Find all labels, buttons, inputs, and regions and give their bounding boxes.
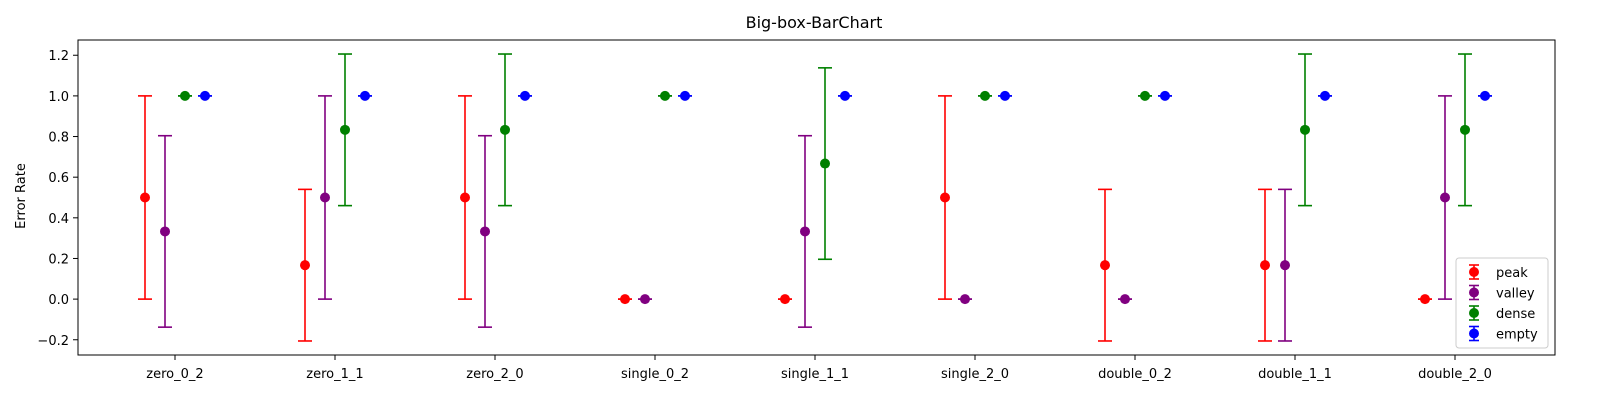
legend-marker [1469,328,1479,339]
data-point [460,192,470,203]
data-point [500,124,510,135]
x-tick-label: single_1_1 [781,367,849,382]
x-tick-label: zero_2_0 [466,367,523,382]
chart-title: Big-box-BarChart [746,13,883,32]
legend-label-dense: dense [1496,307,1535,322]
data-point [620,294,630,305]
legend: peak valley dense empty [1455,257,1549,349]
data-point [800,226,810,237]
data-point [1160,90,1170,101]
x-tick-label: single_0_2 [621,367,689,382]
legend-marker [1469,287,1479,298]
data-point [1140,90,1150,101]
x-tick-label: double_0_2 [1098,367,1172,382]
x-tick-label: zero_0_2 [146,367,203,382]
plot-area: −0.2 0.0 0.2 0.4 0.6 0.8 1.0 1.2 zero_0_2 zero_1_… [37,39,1556,382]
legend-label-valley: valley [1496,287,1535,302]
data-point [640,294,650,305]
data-point [980,90,990,101]
data-point [180,90,190,101]
legend-label-empty: empty [1496,328,1538,343]
y-tick-label: 1.2 [48,49,69,64]
data-point [1460,124,1470,135]
legend-box [1455,257,1549,349]
data-point [1100,260,1110,271]
data-point [140,192,150,203]
data-point [360,90,370,101]
data-point [660,90,670,101]
data-point [480,226,490,237]
plot-frame [77,39,1556,356]
y-tick-label: −0.2 [37,334,69,349]
x-tick-label: double_1_1 [1258,367,1332,382]
y-tick-label: 0.6 [48,171,69,186]
data-point [340,124,350,135]
y-tick-label: 0.4 [48,212,69,227]
y-tick-label: 0.8 [48,131,69,146]
series-valley [158,95,1452,342]
data-point [1420,294,1430,305]
data-point [1300,124,1310,135]
data-point [840,90,850,101]
data-point [820,158,830,169]
data-point [200,90,210,101]
legend-marker [1469,267,1479,277]
series-dense [178,53,1472,261]
data-point [1280,260,1290,271]
data-point [160,226,170,237]
data-point [320,192,330,203]
data-point [680,90,690,101]
series-peak [138,95,1432,342]
data-point [300,260,310,271]
x-tick-label: zero_1_1 [306,367,363,382]
y-tick-label: 0.2 [48,252,69,267]
data-point [940,192,950,203]
series-empty [198,90,1492,101]
y-tick-label: 1.0 [48,90,69,105]
y-tick-label: 0.0 [48,293,69,308]
x-tick-label: double_2_0 [1418,367,1492,382]
data-point [1440,192,1450,203]
data-point [1120,294,1130,305]
y-axis-label: Error Rate [14,163,29,229]
x-tick-label: single_2_0 [941,367,1009,382]
data-point [1000,90,1010,101]
data-point [1260,260,1270,271]
data-point [1320,90,1330,101]
data-point [780,294,790,305]
legend-marker [1469,308,1479,318]
data-point [960,294,970,305]
data-point [520,90,530,101]
legend-label-peak: peak [1496,266,1528,281]
data-point [1480,90,1490,101]
